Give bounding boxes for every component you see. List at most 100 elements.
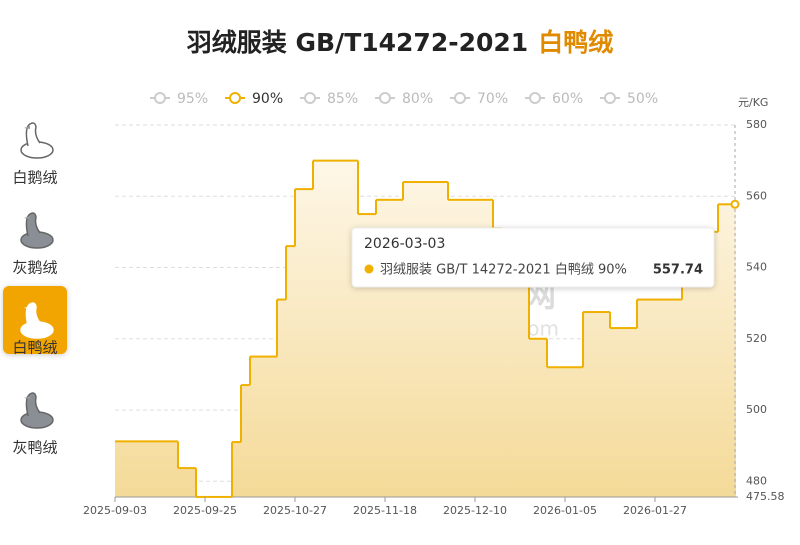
area-step bbox=[646, 300, 655, 497]
area-step bbox=[259, 357, 268, 497]
legend-dot bbox=[155, 93, 165, 103]
area-step bbox=[655, 300, 664, 497]
area-step bbox=[682, 271, 691, 497]
chart-title: 羽绒服装 GB/T14272-2021 白鸭绒 bbox=[187, 28, 613, 57]
y-tick-label: 540 bbox=[746, 261, 767, 274]
area-step bbox=[565, 367, 574, 497]
sidebar-label: 白鹅绒 bbox=[12, 169, 57, 187]
area-step bbox=[727, 204, 736, 497]
area-step bbox=[322, 161, 331, 497]
x-tick-label: 2025-11-18 bbox=[353, 504, 417, 517]
y-tick-label: 480 bbox=[746, 474, 767, 487]
legend-label: 70% bbox=[477, 91, 508, 107]
area-step bbox=[520, 283, 529, 497]
y-tick-label: 580 bbox=[746, 118, 767, 131]
tooltip-dot bbox=[365, 265, 374, 274]
area-step bbox=[619, 328, 628, 497]
sidebar-item[interactable]: 白鹅绒 bbox=[12, 123, 57, 187]
area-step bbox=[160, 441, 169, 497]
y-tick-label: 560 bbox=[746, 189, 767, 202]
goose-body bbox=[21, 232, 53, 248]
y-unit: 元/KG bbox=[738, 96, 768, 109]
area-step bbox=[133, 441, 142, 497]
area-step bbox=[124, 441, 133, 497]
area-step bbox=[241, 385, 250, 497]
area-step bbox=[718, 204, 727, 497]
goose-body bbox=[21, 322, 53, 338]
legend-dot bbox=[230, 93, 240, 103]
area-step bbox=[610, 328, 619, 497]
x-tick-label: 2025-10-27 bbox=[263, 504, 327, 517]
sidebar-item[interactable]: 白鸭绒 bbox=[3, 286, 67, 357]
area-step bbox=[556, 367, 565, 497]
goose-body bbox=[21, 412, 53, 428]
area-step bbox=[286, 246, 295, 497]
area-step bbox=[340, 161, 349, 497]
area-step bbox=[169, 441, 178, 497]
y-tick-label: 500 bbox=[746, 403, 767, 416]
legend-item[interactable]: 85% bbox=[300, 91, 358, 107]
area-step bbox=[673, 300, 682, 497]
area-step bbox=[664, 300, 673, 497]
x-tick-label: 2025-12-10 bbox=[443, 504, 507, 517]
legend-item[interactable]: 70% bbox=[450, 91, 508, 107]
area-step bbox=[187, 468, 196, 497]
area-step bbox=[142, 441, 151, 497]
legend-dot bbox=[605, 93, 615, 103]
tooltip: 2026-03-03 羽绒服装 GB/T 14272-2021 白鸭绒 90% 55… bbox=[352, 228, 714, 287]
legend-item[interactable]: 95% bbox=[150, 91, 208, 107]
area-step bbox=[178, 468, 187, 497]
area-step bbox=[592, 312, 601, 497]
legend-item[interactable]: 90% bbox=[225, 91, 283, 107]
area-step bbox=[574, 367, 583, 497]
area-step bbox=[601, 312, 610, 497]
x-tick-label: 2025-09-03 bbox=[83, 504, 147, 517]
tooltip-value: 557.74 bbox=[653, 263, 703, 278]
area-step bbox=[511, 255, 520, 497]
title-main: 羽绒服装 GB/T14272-2021 bbox=[187, 28, 528, 57]
x-tick-label: 2025-09-25 bbox=[173, 504, 237, 517]
goose-neck bbox=[26, 123, 40, 146]
area-step bbox=[637, 300, 646, 497]
area-step bbox=[250, 357, 259, 497]
title-highlight: 白鸭绒 bbox=[538, 28, 613, 57]
y-tick-label: 520 bbox=[746, 332, 767, 345]
legend-item[interactable]: 50% bbox=[600, 91, 658, 107]
area-step bbox=[304, 189, 313, 497]
legend-item[interactable]: 60% bbox=[525, 91, 583, 107]
area-step bbox=[295, 189, 304, 497]
tooltip-date: 2026-03-03 bbox=[364, 236, 445, 252]
area-step bbox=[277, 300, 286, 497]
area-step bbox=[151, 441, 160, 497]
sidebar-item[interactable]: 灰鹅绒 bbox=[12, 213, 57, 277]
legend-label: 95% bbox=[177, 91, 208, 107]
area-step bbox=[268, 357, 277, 497]
sidebar-item[interactable]: 灰鸭绒 bbox=[12, 393, 57, 457]
x-tick-label: 2026-01-05 bbox=[533, 504, 597, 517]
legend-label: 50% bbox=[627, 91, 658, 107]
area-step bbox=[691, 271, 700, 497]
goose-body bbox=[21, 142, 53, 158]
legend-label: 80% bbox=[402, 91, 433, 107]
legend-label: 85% bbox=[327, 91, 358, 107]
legend-label: 90% bbox=[252, 91, 283, 107]
area-step bbox=[502, 255, 511, 497]
y-tick-label: 475.58 bbox=[746, 490, 785, 503]
legend-item[interactable]: 80% bbox=[375, 91, 433, 107]
sidebar-label: 灰鸭绒 bbox=[12, 439, 57, 457]
area-step bbox=[547, 367, 556, 497]
area-step bbox=[628, 328, 637, 497]
legend-dot bbox=[455, 93, 465, 103]
legend-dot bbox=[305, 93, 315, 103]
x-tick-label: 2026-01-27 bbox=[623, 504, 687, 517]
tooltip-series: 羽绒服装 GB/T 14272-2021 白鸭绒 90% bbox=[380, 262, 627, 278]
area-step bbox=[331, 161, 340, 497]
area-step bbox=[349, 161, 358, 497]
legend-dot bbox=[530, 93, 540, 103]
area-step bbox=[313, 161, 322, 497]
area-step bbox=[529, 339, 538, 497]
area-step bbox=[583, 312, 592, 497]
legend-label: 60% bbox=[552, 91, 583, 107]
